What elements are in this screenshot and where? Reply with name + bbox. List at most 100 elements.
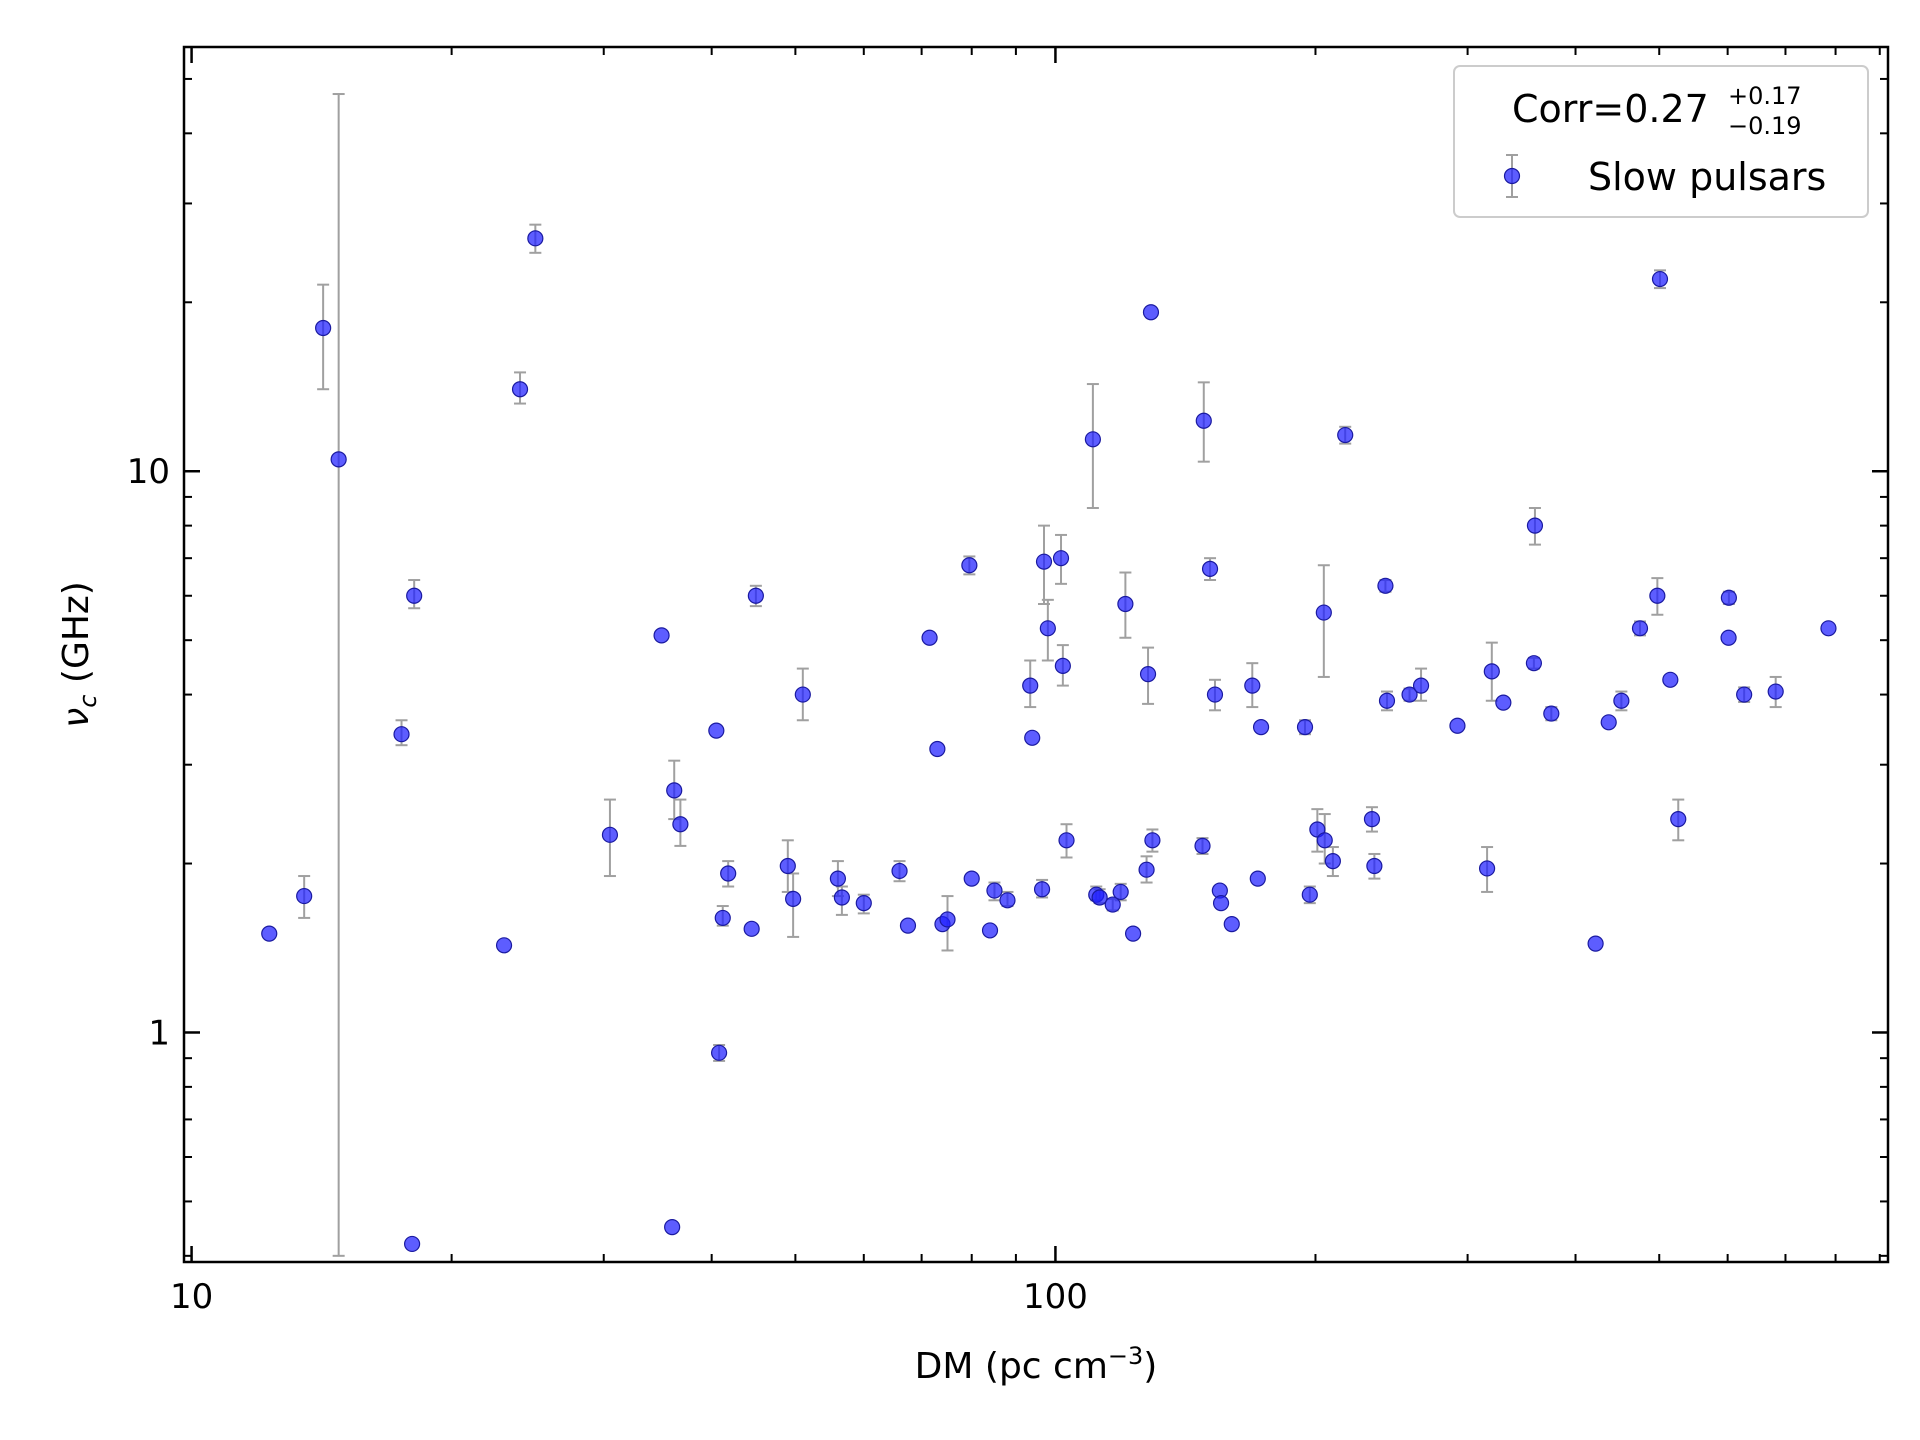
data-point [1301, 886, 1318, 903]
major-ticks [184, 47, 1888, 1262]
y-axis-label: νc (GHz) [56, 581, 102, 728]
data-point [1377, 577, 1394, 594]
data-point [406, 587, 423, 604]
data-point [1252, 719, 1270, 736]
data-point [1024, 729, 1041, 746]
data-point [1483, 663, 1500, 680]
data-point [891, 862, 908, 880]
data-point [1315, 604, 1332, 621]
data-point [1366, 857, 1383, 875]
data-point [1378, 692, 1396, 709]
data-point [393, 726, 410, 743]
y-tick-label: 10 [127, 452, 170, 492]
data-points [261, 230, 1837, 1253]
data-point [829, 870, 847, 887]
data-point [1112, 883, 1129, 901]
legend: Corr=0.27 +0.17 −0.19 Slow pulsars [1453, 65, 1869, 218]
data-point [1249, 870, 1266, 887]
data-point [714, 909, 731, 927]
data-point [1142, 304, 1160, 321]
data-point [720, 865, 737, 882]
legend-series-label: Slow pulsars [1588, 155, 1826, 199]
data-point [653, 627, 670, 644]
data-point [1138, 861, 1155, 878]
data-point [1244, 677, 1261, 694]
data-point [1600, 714, 1617, 731]
data-point [1631, 620, 1649, 637]
data-point [1525, 655, 1543, 672]
data-point [1767, 683, 1784, 700]
x-tick-label: 10 [170, 1277, 213, 1317]
data-point [261, 925, 278, 942]
data-point [1033, 881, 1051, 898]
data-point [1035, 553, 1053, 570]
data-point [296, 887, 313, 905]
error-bars [298, 93, 1782, 1257]
data-point [785, 890, 802, 907]
data-point [1052, 550, 1070, 567]
data-point [833, 889, 851, 906]
legend-correlation-upper: +0.17 [1728, 82, 1802, 110]
data-point [1526, 517, 1544, 534]
data-point [1296, 719, 1314, 736]
data-point [743, 920, 760, 937]
data-point [1478, 860, 1496, 877]
data-point [999, 892, 1016, 909]
data-point [1194, 837, 1211, 855]
data-point [1720, 629, 1737, 646]
data-point [1662, 671, 1679, 688]
data-point [855, 895, 872, 912]
data-point [1144, 832, 1161, 849]
data-point [495, 937, 513, 954]
data-point [1449, 717, 1466, 734]
data-point [710, 1044, 728, 1061]
data-point [1117, 595, 1134, 613]
data-point [794, 686, 811, 703]
data-point [1543, 705, 1560, 722]
data-point [1587, 935, 1604, 952]
data-point [672, 816, 689, 833]
data-point [315, 319, 332, 337]
y-tick-label: 1 [148, 1013, 170, 1053]
data-point [708, 722, 725, 739]
data-point [1139, 666, 1157, 683]
data-point [779, 857, 796, 875]
data-point [921, 629, 938, 646]
data-point [1201, 560, 1219, 577]
data-point [929, 740, 946, 758]
data-point [403, 1235, 421, 1253]
data-point [1104, 896, 1121, 913]
data-point [1337, 426, 1354, 444]
plot-frame [182, 45, 1890, 1264]
data-point [961, 557, 978, 574]
data-point [1022, 677, 1039, 694]
legend-marker-dot [1503, 167, 1521, 185]
data-point [1412, 677, 1430, 694]
x-axis-label: DM (pc cm−3) [915, 1342, 1158, 1387]
data-point [1820, 620, 1837, 637]
minor-ticks [184, 47, 1888, 1262]
data-point [899, 917, 917, 934]
data-point [664, 1219, 681, 1236]
data-point [981, 922, 999, 939]
data-point [1363, 810, 1381, 828]
data-point [1223, 915, 1240, 933]
data-point [666, 782, 683, 799]
data-point [1613, 692, 1630, 709]
data-point [511, 381, 529, 398]
legend-correlation-lower: −0.19 [1728, 112, 1802, 140]
data-point [1670, 810, 1687, 828]
data-point [986, 882, 1003, 899]
x-tick-label: 100 [1023, 1277, 1088, 1317]
data-point [1195, 412, 1212, 429]
data-point [1401, 686, 1418, 703]
legend-marker [1503, 154, 1521, 198]
data-point [1495, 694, 1512, 711]
data-point [1651, 270, 1669, 288]
data-point [1206, 686, 1224, 703]
legend-correlation: Corr=0.27 [1512, 87, 1709, 131]
data-point [1058, 832, 1075, 849]
tick-labels: 10 100 1 10 [127, 452, 1088, 1317]
data-point [1124, 925, 1142, 942]
